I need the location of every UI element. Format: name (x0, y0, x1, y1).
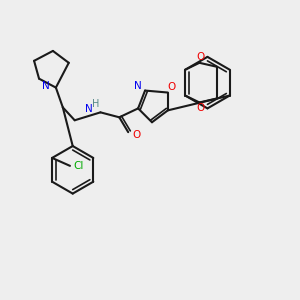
Text: O: O (196, 103, 205, 113)
Text: O: O (196, 52, 205, 62)
Text: O: O (132, 130, 140, 140)
Text: N: N (42, 81, 50, 91)
Text: Cl: Cl (74, 161, 84, 171)
Text: H: H (92, 99, 99, 110)
Text: N: N (85, 104, 92, 114)
Text: O: O (168, 82, 176, 92)
Text: N: N (134, 81, 142, 91)
